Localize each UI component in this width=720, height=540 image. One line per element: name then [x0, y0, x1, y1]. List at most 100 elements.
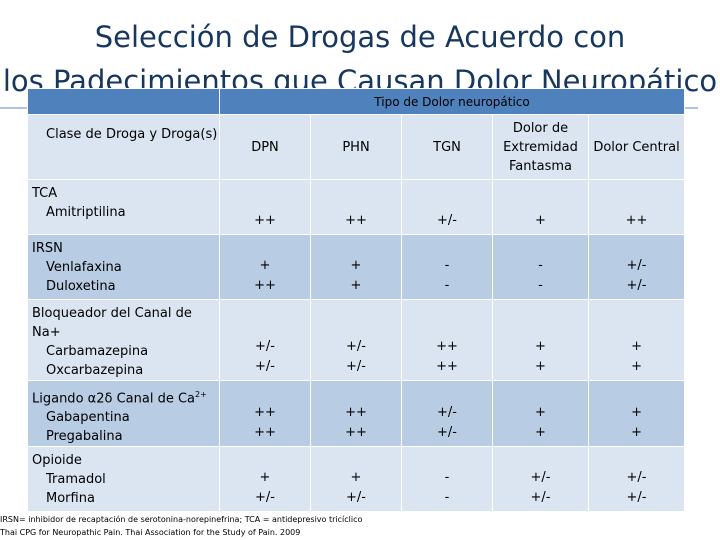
rating-cell: ++ [492, 299, 589, 381]
rating-value: + [535, 213, 546, 228]
drug-class-name: Bloqueador del Canal de Na+ [32, 306, 192, 340]
rating-cell: -- [492, 234, 589, 300]
rating-value: + [259, 258, 271, 273]
drug-selection-table: Tipo de Dolor neuropático Clase de Droga… [27, 88, 686, 513]
rating-cell: + ++ [219, 234, 311, 300]
drug-name: Venlafaxina [46, 260, 122, 275]
table-body: TCA Amitriptilina ++ ++ +/- + ++ IRSN Venlafaxin… [27, 179, 686, 513]
drug-name: Gabapentina [46, 410, 130, 426]
rating-cell: ++ [587, 299, 686, 381]
rating-value: +/- [626, 258, 647, 273]
rating-cell: ++ [219, 179, 311, 235]
table-row: Opioide Tramadol Morfina + +/- + +/- - - +/- +/- +/… [27, 446, 686, 513]
rating-cell: -- [401, 234, 493, 300]
column-header-dpn: DPN [219, 114, 311, 180]
drug-class-cell: IRSN Venlafaxina Duloxetina [27, 234, 220, 300]
footnote-source: Thai CPG for Neuropathic Pain. Thai Asso… [0, 528, 301, 537]
rating-value: + [350, 258, 362, 273]
rating-cell: ++ ++ [310, 379, 402, 448]
rating-cell: +/- +/- [219, 299, 311, 381]
rating-value: + [631, 339, 642, 354]
rating-value: ++ [345, 405, 367, 421]
group-header-row: Tipo de Dolor neuropático [27, 88, 686, 115]
column-header-phantom-limb: Dolor de Extremidad Fantasma [492, 114, 589, 180]
drug-class-name: IRSN [32, 241, 63, 256]
rating-value: + [535, 359, 546, 374]
rating-value: - [444, 470, 450, 486]
rating-cell: -- [401, 446, 493, 513]
rating-value: +/- [437, 405, 457, 421]
rating-value: ++ [254, 278, 276, 293]
rating-value: + [350, 278, 362, 293]
column-header-phn: PHN [310, 114, 402, 180]
drug-class-cell: TCA Amitriptilina [27, 179, 220, 235]
column-header-row: Clase de Droga y Droga(s) DPN PHN TGN Do… [27, 114, 686, 180]
column-header-tgn: TGN [401, 114, 493, 180]
rating-value: + [535, 425, 546, 441]
drug-class-name: TCA [32, 186, 58, 201]
rating-value: +/- [626, 490, 647, 506]
rating-value: ++ [625, 213, 648, 228]
rating-cell: ++ [587, 379, 686, 448]
rating-value: - [444, 258, 450, 273]
table-row: Ligando α2δ Canal de Ca2+ Gabapentina Preg… [27, 379, 686, 448]
drug-class-header: Clase de Droga y Droga(s) [27, 114, 220, 180]
drug-class-cell: Opioide Tramadol Morfina [27, 446, 220, 513]
rating-cell: +/- +/- [587, 446, 686, 513]
table-row: IRSN Venlafaxina Duloxetina + ++ + + - - - - +/- +/- [27, 234, 686, 300]
rating-cell: +/- +/- [310, 299, 402, 381]
rating-value: ++ [436, 339, 458, 354]
rating-cell: + +/- [310, 446, 402, 513]
rating-value: + [535, 405, 546, 421]
drug-name: Tramadol [46, 472, 106, 488]
rating-value: +/- [437, 213, 457, 228]
drug-class-name: Ligando α2δ Canal de Ca [32, 391, 195, 407]
rating-value: +/- [346, 490, 366, 506]
rating-value: + [350, 470, 362, 486]
rating-cell: ++ [587, 179, 686, 235]
rating-cell: +/- +/- [587, 234, 686, 300]
rating-value: +/- [530, 490, 551, 506]
rating-value: +/- [346, 339, 366, 354]
rating-value: +/- [530, 470, 551, 486]
table-row: TCA Amitriptilina ++ ++ +/- + ++ [27, 179, 686, 235]
rating-value: + [631, 405, 642, 421]
drug-name: Amitriptilina [46, 205, 126, 220]
slide-title-line1: Selección de Drogas de Acuerdo con [94, 20, 626, 54]
rating-cell: + [492, 179, 589, 235]
rating-value: + [631, 359, 642, 374]
drug-name: Duloxetina [46, 279, 116, 294]
rating-value: +/- [255, 490, 275, 506]
drug-name: Oxcarbazepina [46, 363, 144, 378]
rating-value: ++ [254, 213, 276, 228]
rating-value: - [444, 278, 450, 293]
drug-class-superscript: 2+ [195, 390, 207, 399]
rating-cell: ++ ++ [219, 379, 311, 448]
rating-value: ++ [345, 425, 367, 441]
rating-cell: +/- [401, 179, 493, 235]
rating-value: + [535, 339, 546, 354]
rating-value: + [631, 425, 642, 441]
rating-cell: ++ [492, 379, 589, 448]
rating-value: +/- [626, 278, 647, 293]
group-header-spacer [27, 88, 220, 115]
drug-name: Pregabalina [46, 429, 123, 445]
column-header-central-pain: Dolor Central [587, 114, 686, 180]
drug-name: Carbamazepina [46, 344, 149, 359]
drug-class-name: Opioide [32, 453, 82, 469]
group-header: Tipo de Dolor neuropático [218, 88, 686, 115]
rating-value: +/- [437, 425, 457, 441]
rating-cell: ++ ++ [401, 299, 493, 381]
rating-cell: ++ [310, 179, 402, 235]
drug-class-cell: Bloqueador del Canal de Na+ Carbamazepina… [27, 299, 220, 381]
rating-value: ++ [345, 213, 367, 228]
rating-value: ++ [254, 405, 276, 421]
rating-value: +/- [346, 359, 366, 374]
rating-cell: +/- +/- [492, 446, 589, 513]
drug-class-cell: Ligando α2δ Canal de Ca2+ Gabapentina Preg… [27, 379, 220, 448]
drug-class-wrapper: Ligando α2δ Canal de Ca2+ [32, 385, 219, 408]
rating-value: ++ [436, 359, 458, 374]
rating-cell: ++ [310, 234, 402, 300]
rating-value: - [444, 490, 450, 506]
rating-value: +/- [626, 470, 647, 486]
